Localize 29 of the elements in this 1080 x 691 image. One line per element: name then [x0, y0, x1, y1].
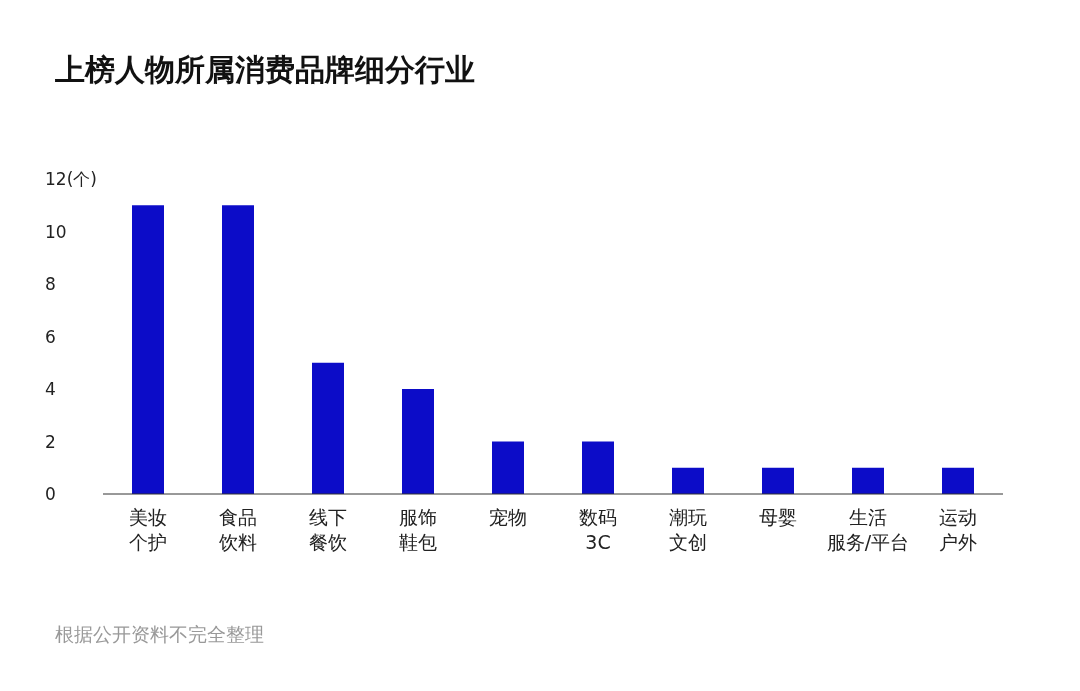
x-tick-label: 生活服务/平台: [826, 506, 910, 553]
bar: [312, 362, 344, 494]
bar: [672, 467, 704, 494]
x-tick-label: 运动户外: [939, 506, 977, 553]
x-tick-label: 母婴: [759, 506, 797, 528]
y-tick-label: 2: [45, 431, 56, 452]
y-tick-label: 0: [45, 484, 56, 504]
x-tick-label: 美妆个护: [129, 506, 167, 553]
bar: [942, 467, 974, 494]
bar: [132, 205, 164, 494]
bar: [762, 467, 794, 494]
x-tick-label: 服饰鞋包: [399, 506, 437, 553]
y-tick-label: 6: [45, 326, 56, 347]
bar: [582, 441, 614, 494]
text: 根据公开资料不完全整理: [55, 622, 264, 647]
y-tick-label: 10: [45, 221, 67, 242]
bar: [402, 389, 434, 494]
x-tick-label: 宠物: [489, 506, 527, 528]
bar: [492, 441, 524, 494]
x-tick-label: 潮玩文创: [669, 506, 707, 553]
x-tick-label: 线下餐饮: [309, 506, 347, 553]
x-tick-label: 数码3C: [579, 506, 617, 553]
bar: [852, 467, 884, 494]
chart-title: 上榜人物所属消费品牌细分行业: [55, 51, 475, 89]
y-tick-label: 8: [45, 274, 56, 294]
x-tick-label: 食品饮料: [218, 506, 257, 553]
y-tick-label: 4: [45, 379, 56, 399]
y-tick-label: 12(个): [45, 169, 97, 189]
bar: [222, 205, 254, 494]
